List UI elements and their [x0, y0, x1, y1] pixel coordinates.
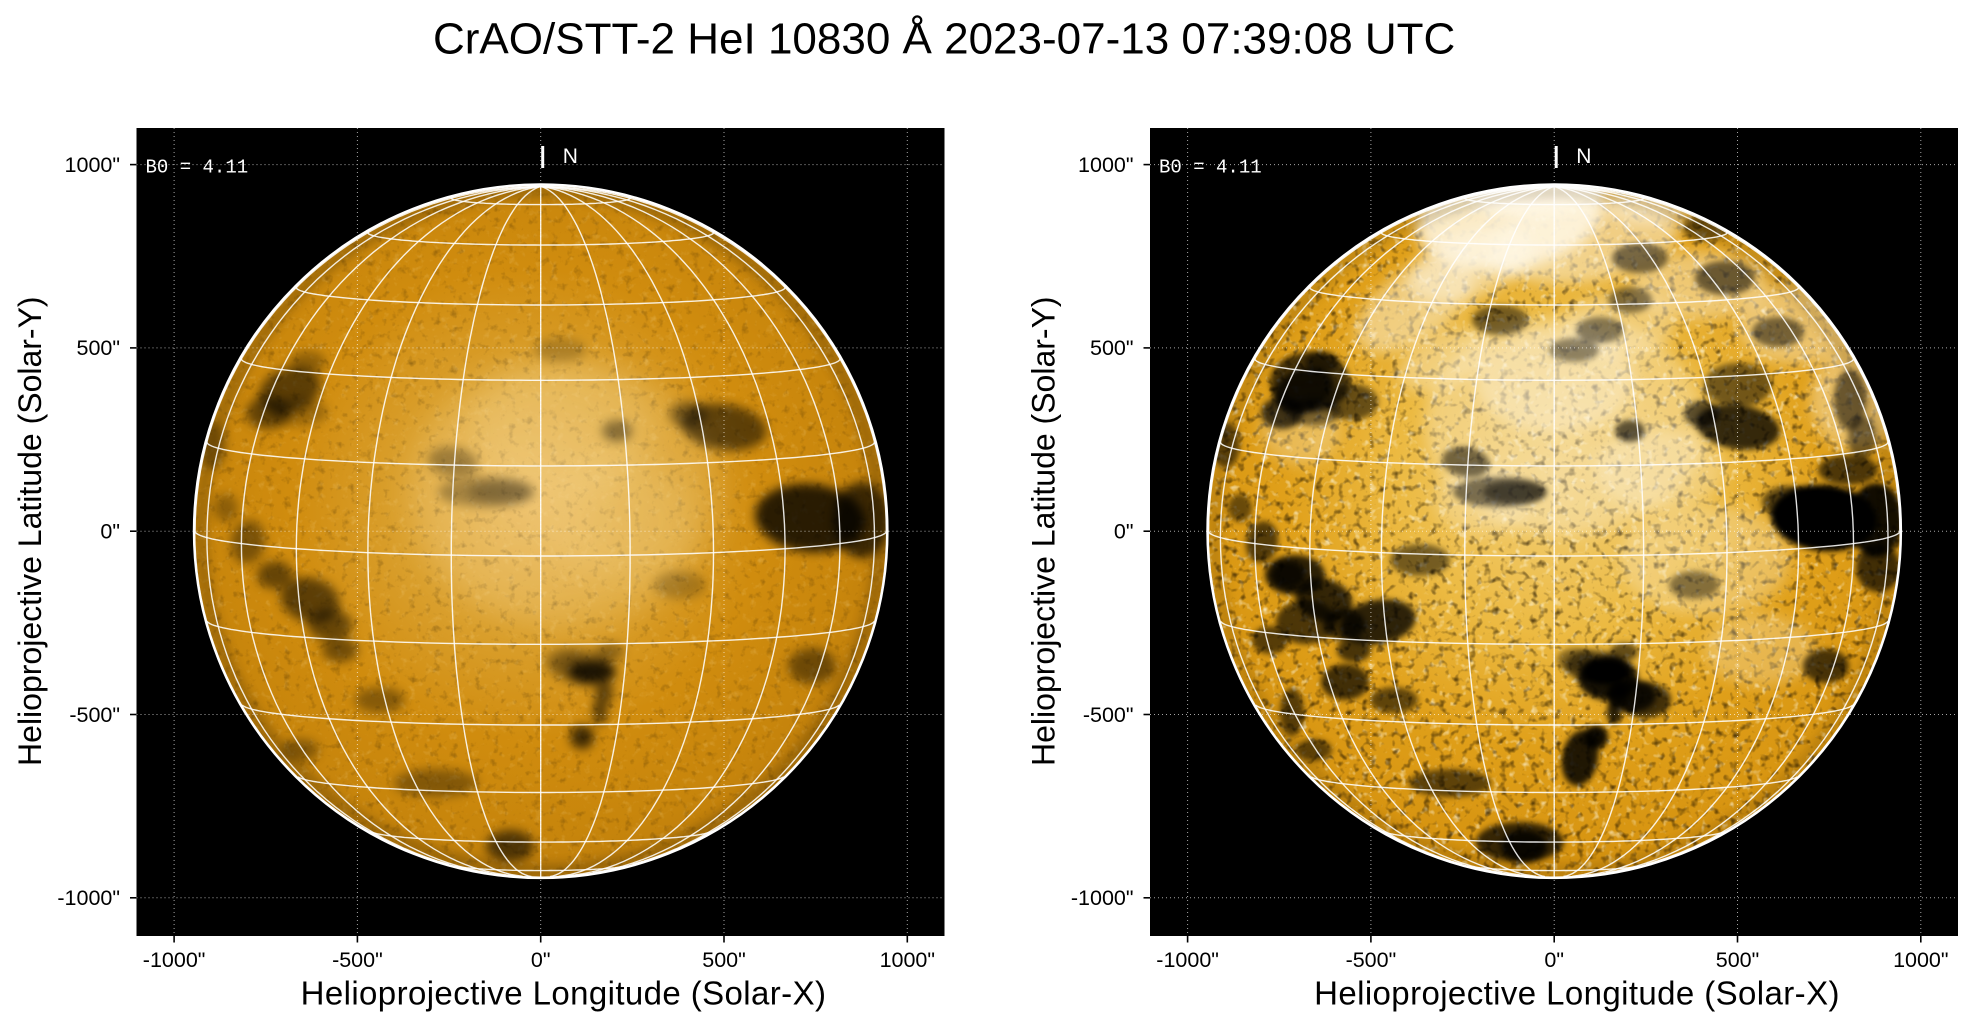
svg-text:Helioprojective Longitude (Sol: Helioprojective Longitude (Solar-X) [1314, 975, 1840, 1012]
svg-text:N: N [1576, 145, 1591, 168]
svg-text:-1000": -1000" [57, 886, 120, 910]
svg-text:-500": -500" [1346, 948, 1397, 972]
svg-text:500": 500" [76, 336, 120, 360]
svg-text:0": 0" [1114, 520, 1134, 544]
svg-text:0": 0" [531, 948, 551, 972]
svg-text:1000": 1000" [1893, 948, 1948, 972]
svg-text:1000": 1000" [1078, 153, 1133, 177]
svg-text:-1000": -1000" [1156, 948, 1219, 972]
svg-text:0": 0" [100, 520, 120, 544]
svg-text:-1000": -1000" [143, 948, 206, 972]
svg-text:-500": -500" [69, 703, 120, 727]
svg-text:1000": 1000" [65, 153, 120, 177]
svg-text:1000": 1000" [880, 948, 935, 972]
svg-text:B0 = 4.11: B0 = 4.11 [146, 157, 249, 179]
svg-text:CrAO/STT-2 HeI 10830 Å 2023-07: CrAO/STT-2 HeI 10830 Å 2023-07-13 07:39:… [433, 15, 1455, 64]
svg-text:B0 = 4.11: B0 = 4.11 [1159, 157, 1262, 179]
svg-text:0": 0" [1544, 948, 1564, 972]
svg-text:-1000": -1000" [1071, 886, 1134, 910]
svg-text:Helioprojective Latitude (Sola: Helioprojective Latitude (Solar-Y) [12, 296, 48, 766]
svg-text:500": 500" [1716, 948, 1760, 972]
svg-text:N: N [563, 145, 578, 168]
svg-text:Helioprojective Latitude (Sola: Helioprojective Latitude (Solar-Y) [1026, 296, 1062, 766]
svg-text:500": 500" [702, 948, 746, 972]
svg-text:-500": -500" [332, 948, 383, 972]
svg-text:-500": -500" [1083, 703, 1134, 727]
svg-text:Helioprojective Longitude (Sol: Helioprojective Longitude (Solar-X) [301, 975, 827, 1012]
svg-text:500": 500" [1090, 336, 1134, 360]
